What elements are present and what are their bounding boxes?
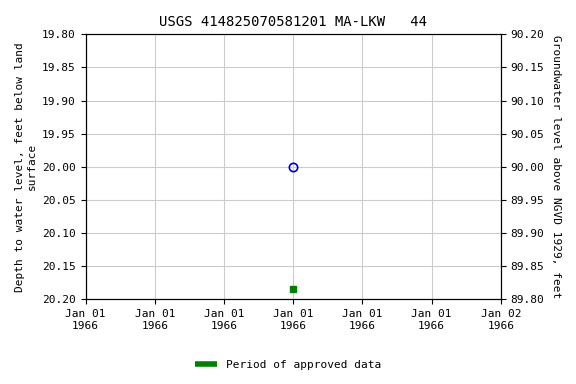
Legend: Period of approved data: Period of approved data (191, 356, 385, 375)
Title: USGS 414825070581201 MA-LKW   44: USGS 414825070581201 MA-LKW 44 (159, 15, 427, 29)
Y-axis label: Groundwater level above NGVD 1929, feet: Groundwater level above NGVD 1929, feet (551, 35, 561, 298)
Y-axis label: Depth to water level, feet below land
surface: Depth to water level, feet below land su… (15, 42, 37, 292)
